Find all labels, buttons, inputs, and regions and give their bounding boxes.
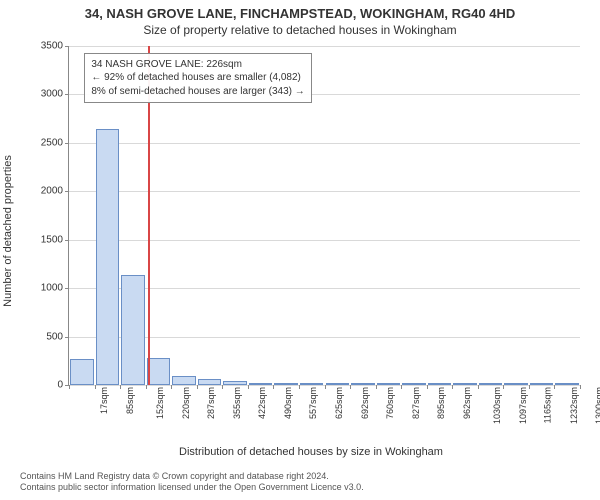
gridline — [69, 288, 580, 289]
xtick-mark — [171, 385, 172, 389]
histogram-bar — [377, 383, 401, 385]
xtick-mark — [376, 385, 377, 389]
info-box-line: 8% of semi-detached houses are larger (3… — [91, 85, 304, 99]
xtick-label: 692sqm — [360, 387, 370, 419]
gridline — [69, 143, 580, 144]
ytick-label: 3500 — [41, 41, 69, 52]
xtick-mark — [554, 385, 555, 389]
gridline — [69, 46, 580, 47]
ytick-label: 2500 — [41, 137, 69, 148]
xtick-label: 962sqm — [462, 387, 472, 419]
histogram-bar — [428, 383, 452, 385]
gridline — [69, 240, 580, 241]
ytick-label: 3000 — [41, 89, 69, 100]
xtick-label: 625sqm — [334, 387, 344, 419]
xtick-label: 355sqm — [232, 387, 242, 419]
xtick-label: 1232sqm — [569, 387, 579, 424]
page-title: 34, NASH GROVE LANE, FINCHAMPSTEAD, WOKI… — [0, 0, 600, 21]
chart-area: Number of detached properties 0500100015… — [36, 46, 586, 416]
plot-region: 050010001500200025003000350017sqm85sqm15… — [68, 46, 580, 386]
xtick-label: 287sqm — [206, 387, 216, 419]
xtick-label: 422sqm — [257, 387, 267, 419]
footer-line: Contains public sector information licen… — [20, 482, 364, 494]
ytick-label: 1500 — [41, 234, 69, 245]
xtick-mark — [222, 385, 223, 389]
info-box-line: 34 NASH GROVE LANE: 226sqm — [91, 58, 304, 72]
xtick-label: 895sqm — [436, 387, 446, 419]
histogram-bar — [274, 383, 298, 385]
y-axis-label: Number of detached properties — [2, 155, 14, 307]
ytick-label: 1000 — [41, 283, 69, 294]
gridline — [69, 337, 580, 338]
xtick-label: 17sqm — [99, 387, 109, 414]
histogram-bar — [172, 376, 196, 385]
histogram-bar — [479, 383, 503, 385]
histogram-bar — [402, 383, 426, 385]
xtick-mark — [95, 385, 96, 389]
x-axis-label: Distribution of detached houses by size … — [179, 446, 443, 458]
xtick-label: 827sqm — [411, 387, 421, 419]
xtick-mark — [248, 385, 249, 389]
xtick-mark — [580, 385, 581, 389]
xtick-mark — [350, 385, 351, 389]
xtick-mark — [401, 385, 402, 389]
ytick-label: 0 — [57, 380, 69, 391]
xtick-label: 1030sqm — [492, 387, 502, 424]
xtick-label: 760sqm — [385, 387, 395, 419]
ytick-label: 2000 — [41, 186, 69, 197]
histogram-bar — [300, 383, 324, 385]
xtick-label: 1165sqm — [543, 387, 553, 423]
reference-info-box: 34 NASH GROVE LANE: 226sqm← 92% of detac… — [84, 53, 311, 104]
xtick-mark — [452, 385, 453, 389]
xtick-mark — [529, 385, 530, 389]
xtick-mark — [478, 385, 479, 389]
xtick-label: 490sqm — [283, 387, 293, 419]
histogram-bar — [70, 359, 94, 385]
info-box-line: ← 92% of detached houses are smaller (4,… — [91, 71, 304, 85]
xtick-mark — [197, 385, 198, 389]
histogram-bar — [555, 383, 579, 385]
gridline — [69, 191, 580, 192]
xtick-label: 220sqm — [181, 387, 191, 419]
xtick-mark — [427, 385, 428, 389]
chart-subtitle: Size of property relative to detached ho… — [0, 21, 600, 37]
xtick-label: 1300sqm — [594, 387, 600, 424]
xtick-label: 557sqm — [308, 387, 318, 419]
histogram-bar — [530, 383, 554, 385]
histogram-bar — [351, 383, 375, 385]
footer-line: Contains HM Land Registry data © Crown c… — [20, 471, 364, 483]
xtick-mark — [120, 385, 121, 389]
ytick-label: 500 — [46, 331, 69, 342]
histogram-bar — [198, 379, 222, 385]
histogram-bar — [96, 129, 120, 385]
histogram-bar — [453, 383, 477, 385]
xtick-mark — [69, 385, 70, 389]
histogram-bar — [121, 275, 145, 385]
xtick-mark — [273, 385, 274, 389]
xtick-label: 85sqm — [125, 387, 135, 414]
xtick-label: 1097sqm — [518, 387, 528, 424]
xtick-mark — [325, 385, 326, 389]
footer-credits: Contains HM Land Registry data © Crown c… — [20, 471, 364, 494]
histogram-bar — [504, 383, 528, 385]
histogram-bar — [223, 381, 247, 385]
xtick-mark — [503, 385, 504, 389]
xtick-label: 152sqm — [155, 387, 165, 419]
xtick-mark — [146, 385, 147, 389]
histogram-bar — [326, 383, 350, 385]
histogram-bar — [249, 383, 273, 385]
xtick-mark — [299, 385, 300, 389]
